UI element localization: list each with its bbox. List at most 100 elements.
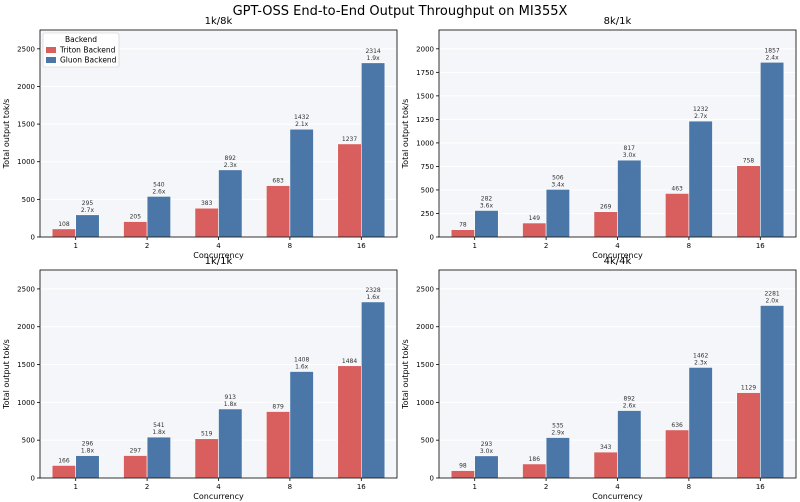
bar-triton — [593, 451, 618, 479]
bar-value-label: 817 — [624, 145, 636, 152]
bar-value-label: 535 — [552, 423, 564, 430]
bar-value-label: 78 — [459, 222, 467, 229]
y-tick-label: 0 — [31, 234, 35, 242]
x-tick-label: 4 — [615, 242, 620, 250]
bar-triton — [123, 221, 148, 238]
y-tick-label: 1000 — [17, 158, 35, 166]
bar-value-label: 149 — [529, 215, 541, 222]
bar-value-label: 2281 — [764, 290, 779, 297]
bar-gluon — [474, 210, 499, 238]
x-tick-label: 2 — [145, 242, 149, 250]
bar-triton — [736, 392, 761, 479]
y-axis-label: Total output tok/s — [2, 339, 11, 410]
x-tick-label: 16 — [756, 483, 765, 491]
y-tick-label: 2000 — [17, 323, 35, 331]
bar-triton — [194, 207, 219, 238]
bar-value-label: 519 — [201, 431, 213, 438]
bar-gluon — [75, 214, 100, 238]
figure-title: GPT-OSS End-to-End Output Throughput on … — [233, 4, 568, 19]
speedup-label: 3.4x — [551, 181, 565, 188]
speedup-label: 2.3x — [224, 162, 238, 169]
speedup-label: 2.4x — [766, 54, 780, 61]
bar-triton — [266, 411, 291, 479]
y-tick-label: 1250 — [416, 116, 434, 124]
bar-value-label: 1237 — [342, 136, 357, 143]
y-tick-label: 500 — [421, 437, 434, 445]
bar-value-label: 166 — [58, 457, 70, 464]
bar-gluon — [617, 159, 642, 238]
bar-value-label: 1857 — [764, 47, 779, 54]
bar-value-label: 506 — [552, 174, 564, 181]
y-tick-label: 0 — [430, 234, 434, 242]
y-tick-label: 2000 — [416, 323, 434, 331]
y-tick-label: 500 — [22, 196, 35, 204]
bar-value-label: 295 — [82, 200, 94, 207]
speedup-label: 2.1x — [295, 121, 309, 128]
x-tick-label: 16 — [357, 483, 366, 491]
bar-value-label: 1484 — [342, 358, 357, 365]
bar-triton — [665, 429, 690, 479]
bar-gluon — [759, 61, 785, 238]
y-tick-label: 1000 — [416, 399, 434, 407]
y-tick-label: 2500 — [17, 45, 35, 53]
bar-gluon — [218, 408, 243, 479]
x-tick-label: 8 — [288, 242, 292, 250]
bar-gluon — [759, 305, 785, 479]
bar-value-label: 296 — [82, 441, 94, 448]
bar-value-label: 1432 — [294, 114, 309, 121]
bar-value-label: 1408 — [294, 357, 309, 364]
bar-value-label: 913 — [225, 394, 237, 401]
bar-gluon — [75, 455, 100, 479]
y-tick-label: 2500 — [416, 285, 434, 293]
bar-gluon — [688, 367, 713, 479]
bar-gluon — [146, 436, 171, 479]
x-tick-label: 1 — [73, 483, 77, 491]
bar-gluon — [146, 196, 171, 238]
y-tick-label: 1500 — [416, 92, 434, 100]
x-tick-label: 2 — [145, 483, 149, 491]
y-tick-label: 1750 — [416, 69, 434, 77]
x-tick-label: 1 — [472, 242, 476, 250]
speedup-label: 1.8x — [224, 401, 238, 408]
y-axis-label: Total output tok/s — [401, 99, 410, 170]
bar-value-label: 892 — [624, 396, 636, 403]
bar-value-label: 540 — [153, 181, 165, 188]
bar-value-label: 1462 — [693, 352, 708, 359]
bar-value-label: 636 — [671, 422, 683, 429]
bar-gluon — [218, 169, 243, 238]
bar-gluon — [474, 455, 499, 479]
bar-value-label: 98 — [459, 463, 467, 470]
bar-triton — [51, 465, 77, 479]
bar-gluon — [545, 437, 570, 479]
x-tick-label: 4 — [216, 483, 221, 491]
speedup-label: 2.7x — [81, 207, 95, 214]
speedup-label: 2.6x — [152, 188, 166, 195]
axes-frame — [39, 29, 398, 238]
y-tick-label: 1500 — [17, 121, 35, 129]
bar-value-label: 1232 — [693, 106, 708, 113]
bar-gluon — [617, 410, 642, 479]
speedup-label: 2.9x — [551, 430, 565, 437]
speedup-label: 3.0x — [623, 152, 637, 159]
y-tick-label: 1000 — [416, 139, 434, 147]
speedup-label: 2.7x — [694, 113, 708, 120]
bar-gluon — [360, 62, 386, 238]
axes-frame — [438, 269, 797, 479]
y-axis-label: Total output tok/s — [401, 339, 410, 410]
bar-triton — [522, 222, 547, 238]
y-tick-label: 1500 — [416, 361, 434, 369]
bar-value-label: 1129 — [741, 385, 756, 392]
bar-triton — [665, 193, 690, 238]
bar-value-label: 108 — [58, 221, 70, 228]
speedup-label: 1.6x — [295, 364, 309, 371]
x-tick-label: 2 — [544, 483, 548, 491]
bar-triton — [450, 470, 476, 479]
bar-triton — [123, 455, 148, 479]
bar-value-label: 541 — [153, 422, 165, 429]
bar-triton — [450, 229, 476, 238]
x-tick-label: 16 — [357, 242, 366, 250]
bar-value-label: 892 — [225, 155, 237, 162]
